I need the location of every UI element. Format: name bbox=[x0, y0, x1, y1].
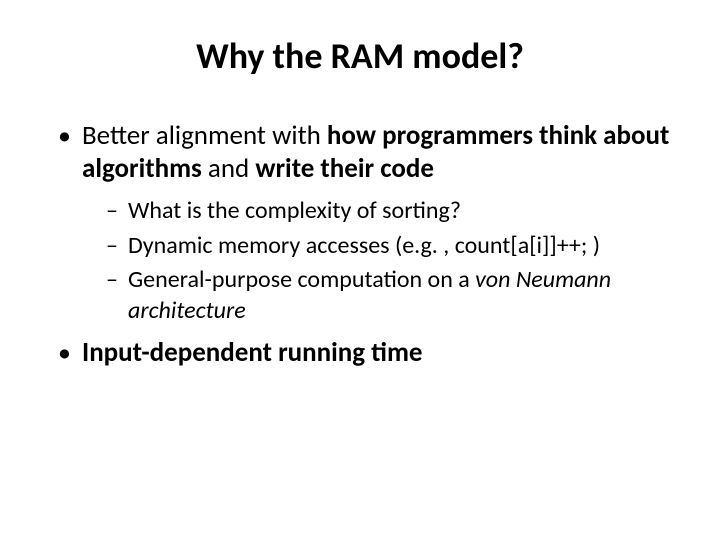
bullet-list-level1: Better alignment with how programmers th… bbox=[40, 120, 680, 370]
list-item: General-purpose computation on a von Neu… bbox=[106, 265, 680, 326]
slide-title: Why the RAM model? bbox=[40, 34, 680, 78]
slide: Why the RAM model? Better alignment with… bbox=[0, 0, 720, 540]
text-segment: Better alignment with bbox=[82, 119, 327, 152]
list-item: Dynamic memory accesses (e.g. , count[a[… bbox=[106, 231, 680, 262]
text-segment: and bbox=[202, 152, 256, 185]
text-segment: Dynamic memory accesses (e.g. , count[a[… bbox=[128, 231, 600, 260]
text-bold: Input-dependent running time bbox=[82, 336, 423, 369]
bullet-list-level2: What is the complexity of sorting? Dynam… bbox=[82, 196, 680, 327]
list-item: Better alignment with how programmers th… bbox=[58, 120, 680, 327]
list-item: Input-dependent running time bbox=[58, 337, 680, 370]
list-item: What is the complexity of sorting? bbox=[106, 196, 680, 227]
text-segment: General-purpose computation on a bbox=[128, 265, 475, 294]
text-segment: What is the complexity of sorting? bbox=[128, 196, 461, 225]
text-bold: write their code bbox=[255, 152, 434, 185]
